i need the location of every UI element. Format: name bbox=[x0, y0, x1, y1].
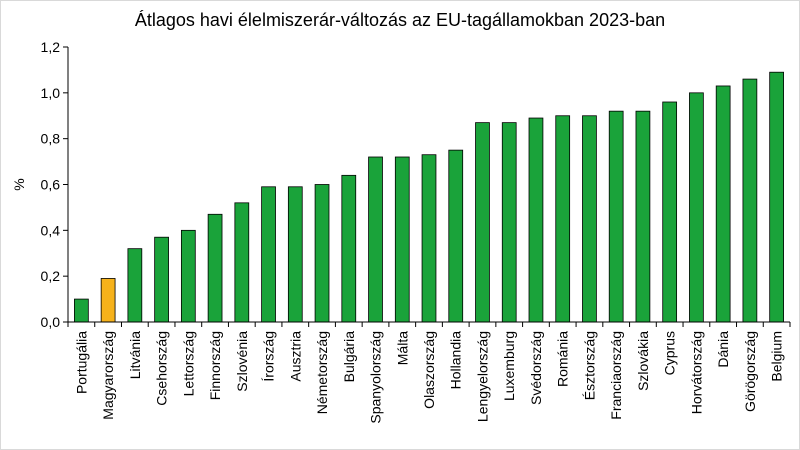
x-tick-label: Szlovákia bbox=[635, 331, 651, 391]
bar bbox=[341, 174, 357, 323]
bar bbox=[448, 149, 464, 323]
bar bbox=[501, 122, 517, 323]
bar bbox=[180, 229, 196, 323]
x-tick-label: Horvátország bbox=[688, 331, 704, 414]
y-tick-label: 1,0 bbox=[41, 85, 61, 101]
bar bbox=[100, 278, 116, 323]
bar bbox=[421, 154, 437, 323]
x-tick-label: Luxemburg bbox=[501, 331, 517, 401]
x-tick-label: Finnország bbox=[207, 331, 223, 400]
bar bbox=[475, 122, 490, 323]
x-tick-label: Spanyolország bbox=[368, 331, 384, 424]
x-tick-label: Észtország bbox=[581, 331, 597, 400]
x-tick-label: Ausztria bbox=[287, 331, 303, 382]
bar bbox=[74, 298, 89, 323]
x-tick-label: Románia bbox=[555, 331, 571, 387]
chart-title: Átlagos havi élelmiszerár-változás az EU… bbox=[135, 10, 665, 30]
bar bbox=[608, 110, 624, 323]
bar bbox=[287, 186, 303, 323]
y-tick-label: 0,6 bbox=[41, 177, 61, 193]
bar bbox=[582, 115, 597, 323]
bar bbox=[662, 101, 678, 323]
bar bbox=[555, 115, 571, 323]
x-tick-label: Görögország bbox=[742, 331, 758, 412]
x-tick-label: Írország bbox=[261, 331, 277, 382]
bar bbox=[127, 248, 143, 323]
bars bbox=[74, 71, 784, 323]
x-tick-label: Portugália bbox=[73, 331, 89, 394]
y-tick-label: 0,0 bbox=[41, 314, 61, 330]
bar bbox=[528, 117, 544, 323]
bar bbox=[689, 92, 704, 323]
y-tick-label: 0,2 bbox=[41, 268, 61, 284]
bar bbox=[368, 156, 383, 323]
y-axis: 0,0 0,2 0,4 0,6 0,8 1,0 1,2 bbox=[41, 39, 69, 330]
x-tick-label: Bulgária bbox=[341, 331, 357, 383]
y-tick-label: 0,8 bbox=[41, 131, 61, 147]
bar bbox=[394, 156, 410, 323]
bar bbox=[207, 213, 223, 323]
bar bbox=[769, 71, 784, 323]
x-tick-label: Málta bbox=[394, 331, 410, 365]
bar bbox=[715, 85, 731, 323]
x-tick-label: Litvánia bbox=[127, 331, 143, 379]
x-tick-label: Belgium bbox=[769, 331, 785, 382]
x-tick-label: Franciaország bbox=[608, 331, 624, 420]
x-tick-label: Cyprus bbox=[662, 331, 678, 375]
x-tick-label: Csehország bbox=[154, 331, 170, 406]
x-tick-label: Lettország bbox=[180, 331, 196, 396]
x-tick-label: Svédország bbox=[528, 331, 544, 405]
x-axis: Portugália Magyarország Litvánia Csehország… bbox=[67, 321, 791, 424]
bar bbox=[261, 186, 276, 323]
bar bbox=[742, 78, 758, 323]
y-axis-label: % bbox=[11, 178, 27, 190]
x-tick-label: Szlovénia bbox=[234, 331, 250, 392]
bar bbox=[635, 110, 651, 323]
bar bbox=[314, 184, 330, 323]
x-tick-label: Magyarország bbox=[100, 331, 116, 420]
x-tick-label: Olaszország bbox=[421, 331, 437, 409]
y-tick-label: 0,4 bbox=[41, 222, 61, 238]
y-tick-label: 1,2 bbox=[41, 39, 61, 55]
x-tick-label: Németország bbox=[314, 331, 330, 414]
bar bbox=[154, 236, 169, 323]
x-tick-label: Hollandia bbox=[448, 331, 464, 390]
x-tick-label: Dánia bbox=[715, 331, 731, 368]
x-tick-label: Lengyelország bbox=[474, 331, 490, 422]
bar bbox=[234, 202, 250, 323]
